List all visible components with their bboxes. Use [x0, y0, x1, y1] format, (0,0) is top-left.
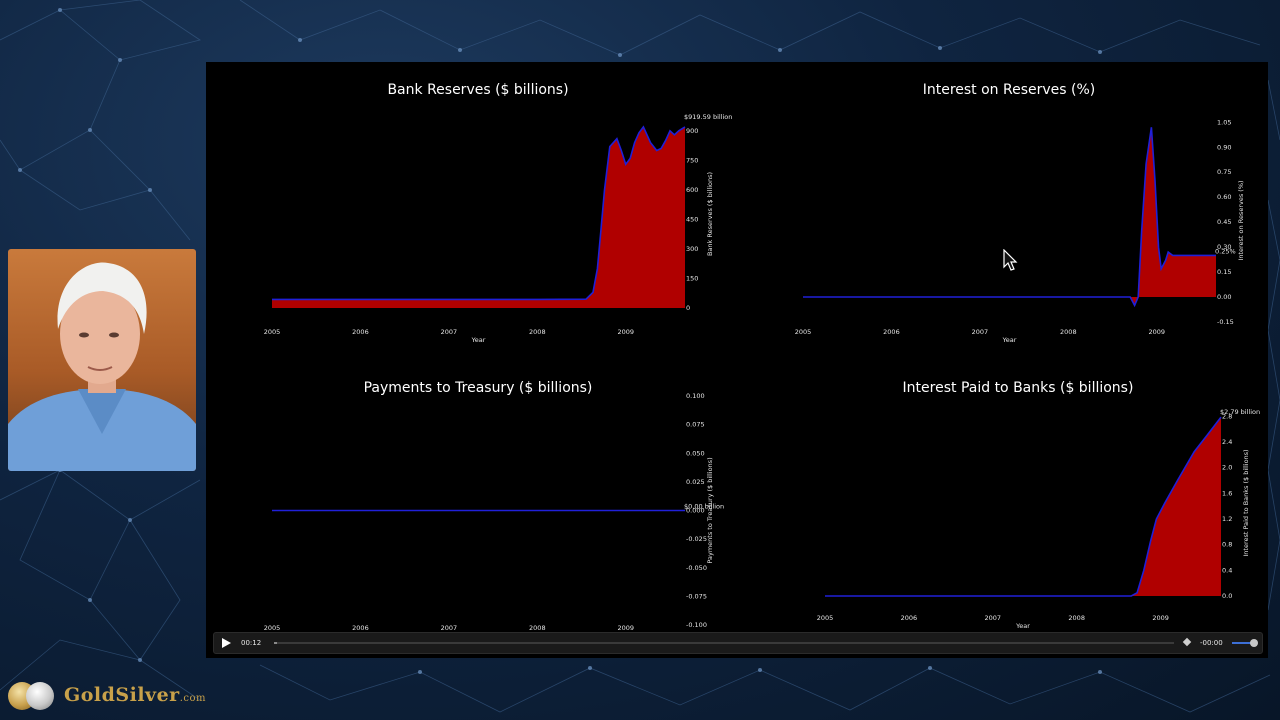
chart-interest-on-reserves: Interest on Reserves (%) 2005 2006 2007 2008… [737, 62, 1268, 360]
y-tick-label: 0.75 [1217, 168, 1231, 176]
y-tick-label: -0.050 [686, 564, 707, 572]
x-tick-label: 2009 [617, 624, 634, 632]
chart-interest-paid-to-banks: Interest Paid to Banks ($ billions) 2005 2… [737, 360, 1268, 632]
video-controls: 00:12 -00:00 [213, 632, 1263, 654]
interest-on-reserves-line [803, 127, 1216, 308]
x-tick-label: 2008 [1060, 328, 1077, 336]
last-value-annotation: $0.00 billion [684, 503, 724, 511]
mouse-cursor-icon [1003, 249, 1018, 271]
y-tick-label: 0.100 [686, 392, 705, 400]
payments-to-treasury-title: Payments to Treasury ($ billions) [364, 380, 593, 396]
seek-progress [274, 642, 277, 644]
y-tick-label: 1.2 [1222, 515, 1232, 523]
y-tick-label: 0.90 [1217, 143, 1231, 151]
y-tick-label: 0.075 [686, 421, 705, 429]
chart-bank-reserves: Bank Reserves ($ billions) 2005 2006 2007 20… [206, 62, 737, 360]
x-tick-label: 2009 [617, 328, 634, 336]
x-tick-label: 2007 [441, 328, 458, 336]
x-tick-label: 2008 [529, 328, 546, 336]
x-tick-label: 2006 [901, 614, 918, 622]
y-tick-label: 0.60 [1217, 193, 1231, 201]
y-tick-label: 0.30 [1217, 243, 1231, 251]
y-tick-label: 0.4 [1222, 566, 1232, 574]
x-tick-label: 2008 [529, 624, 546, 632]
presenter-silhouette [8, 262, 196, 471]
x-tick-label: 2006 [352, 624, 369, 632]
y-tick-label: 1.05 [1217, 118, 1231, 126]
y-tick-label: 0.8 [1222, 541, 1232, 549]
y-tick-label: 0.00 [1217, 293, 1231, 301]
last-value-annotation: $919.59 billion [684, 113, 732, 121]
interest-on-reserves-area [803, 127, 1216, 306]
goldsilver-logo: GoldSilver.com [6, 680, 226, 714]
x-tick-label: 2005 [264, 624, 281, 632]
y-tick-label: -0.15 [1217, 318, 1234, 326]
x-tick-label: 2006 [352, 328, 369, 336]
x-tick-label: 2005 [264, 328, 281, 336]
y-tick-label: -0.025 [686, 535, 707, 543]
x-axis-label: Year [471, 336, 486, 344]
x-tick-label: 2007 [985, 614, 1002, 622]
x-tick-label: 2008 [1068, 614, 1085, 622]
y-tick-label: 600 [686, 186, 698, 194]
volume-knob[interactable] [1250, 639, 1258, 647]
x-tick-label: 2007 [972, 328, 989, 336]
y-tick-label: -0.100 [686, 621, 707, 629]
volume-slider[interactable] [1232, 642, 1254, 644]
last-value-annotation: $2.79 billion [1220, 408, 1260, 416]
video-player[interactable]: Bank Reserves ($ billions) 2005 2006 2007 20… [206, 62, 1268, 658]
chart-payments-to-treasury: Payments to Treasury ($ billions) 2005 200… [206, 360, 737, 632]
y-tick-label: 450 [686, 215, 698, 223]
last-value-annotation: 0.25% [1215, 247, 1236, 255]
y-tick-label: 0.15 [1217, 268, 1231, 276]
y-tick-label: 900 [686, 127, 698, 135]
logo-name: GoldSilver [64, 684, 180, 706]
y-tick-label: 300 [686, 245, 698, 253]
x-tick-label: 2005 [795, 328, 812, 336]
logo-suffix: .com [179, 693, 206, 704]
interest-on-reserves-title: Interest on Reserves (%) [923, 82, 1096, 98]
y-tick-label: 0.000 [686, 507, 705, 515]
y-axis-label: Payments to Treasury ($ billions) [706, 457, 714, 563]
time-elapsed: 00:12 [241, 639, 262, 647]
x-axis-label: Year [1002, 336, 1017, 344]
bank-reserves-title: Bank Reserves ($ billions) [387, 82, 568, 98]
y-tick-label: 0.050 [686, 449, 705, 457]
y-tick-label: 0.025 [686, 478, 705, 486]
y-axis-label: Bank Reserves ($ billions) [706, 172, 714, 256]
play-icon[interactable] [220, 637, 232, 649]
y-tick-label: 150 [686, 274, 698, 282]
x-tick-label: 2006 [883, 328, 900, 336]
y-tick-label: 0 [686, 304, 690, 312]
presenter-webcam [8, 249, 196, 471]
y-tick-label: 2.0 [1222, 464, 1232, 472]
x-tick-label: 2007 [441, 624, 458, 632]
y-tick-label: 1.6 [1222, 489, 1232, 497]
time-remaining: -00:00 [1200, 639, 1223, 647]
x-axis-label: Year [1015, 622, 1030, 630]
y-tick-label: 2.8 [1222, 412, 1232, 420]
y-tick-label: 0.0 [1222, 592, 1232, 600]
x-tick-label: 2005 [817, 614, 834, 622]
y-tick-label: 2.4 [1222, 438, 1232, 446]
y-tick-label: 0.45 [1217, 218, 1231, 226]
seek-end-marker-icon[interactable] [1182, 637, 1192, 647]
interest-paid-to-banks-line [825, 416, 1222, 597]
y-tick-label: -0.075 [686, 592, 707, 600]
silver-coin-icon [26, 682, 54, 710]
logo-text: GoldSilver.com [64, 684, 206, 706]
x-tick-label: 2009 [1152, 614, 1169, 622]
x-tick-label: 2009 [1148, 328, 1165, 336]
y-tick-label: 750 [686, 156, 698, 164]
y-axis-label: Interest on Reserves (%) [1237, 180, 1245, 260]
interest-paid-to-banks-title: Interest Paid to Banks ($ billions) [903, 380, 1134, 396]
interest-paid-to-banks-area [825, 417, 1221, 596]
y-axis-label: Interest Paid to Banks ($ billions) [1242, 449, 1250, 556]
seek-bar[interactable] [274, 642, 1174, 644]
bank-reserves-line [272, 125, 686, 301]
